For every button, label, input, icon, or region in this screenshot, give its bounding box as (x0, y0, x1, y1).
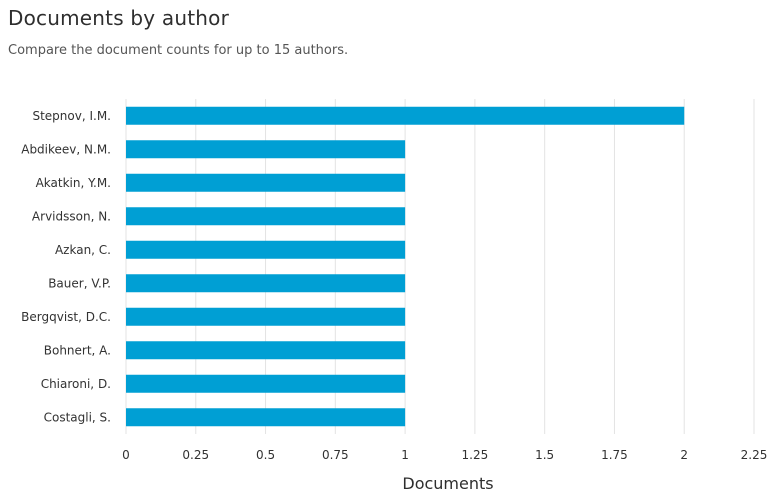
category-label: Stepnov, I.M. (32, 109, 111, 123)
x-tick-label: 0 (122, 448, 130, 462)
category-label: Bergqvist, D.C. (21, 310, 111, 324)
bar (126, 408, 406, 427)
bar (126, 106, 685, 125)
category-label: Bauer, V.P. (48, 276, 111, 290)
x-tick-label: 1 (401, 448, 409, 462)
x-tick-label: 0.25 (182, 448, 209, 462)
bar (126, 207, 406, 226)
bar (126, 140, 406, 159)
bar (126, 341, 406, 360)
chart-title: Documents by author (8, 6, 229, 30)
bar (126, 274, 406, 293)
bar (126, 374, 406, 393)
x-tick-label: 1.75 (601, 448, 628, 462)
x-tick-label: 2.25 (741, 448, 768, 462)
category-label: Azkan, C. (55, 243, 111, 257)
x-tick-label: 1.25 (462, 448, 489, 462)
x-tick-label: 0.5 (256, 448, 275, 462)
x-axis-title: Documents (402, 474, 493, 492)
category-label: Costagli, S. (44, 410, 111, 424)
x-tick-label: 0.75 (322, 448, 349, 462)
x-tick-label: 1.5 (535, 448, 554, 462)
category-label: Akatkin, Y.M. (36, 176, 111, 190)
category-label: Chiaroni, D. (41, 377, 111, 391)
bar (126, 173, 406, 192)
category-label: Arvidsson, N. (32, 209, 111, 223)
bar (126, 240, 406, 259)
chart-subtitle: Compare the document counts for up to 15… (8, 43, 349, 58)
x-tick-label: 2 (680, 448, 688, 462)
category-label: Abdikeev, N.M. (21, 142, 111, 156)
category-label: Bohnert, A. (44, 343, 111, 357)
bar (126, 307, 406, 326)
